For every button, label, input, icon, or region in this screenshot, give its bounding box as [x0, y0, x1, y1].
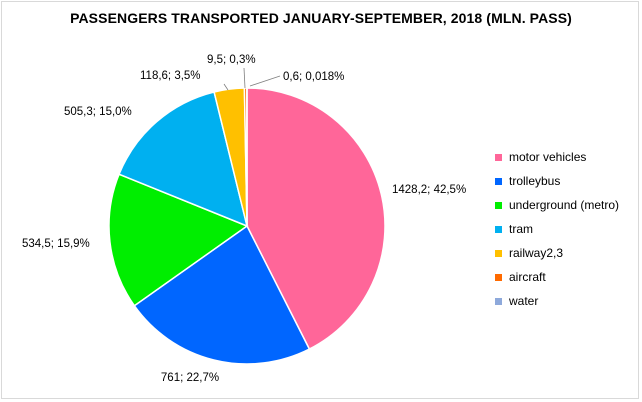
legend-swatch — [495, 273, 502, 281]
chart-legend: motor vehicles trolleybus underground (met… — [495, 145, 619, 313]
leader-lines — [223, 67, 281, 91]
legend-label: tram — [509, 222, 533, 236]
legend-item: aircraft — [495, 265, 619, 289]
legend-item: motor vehicles — [495, 145, 619, 169]
data-label: 534,5; 15,9% — [22, 238, 90, 250]
data-label: 9,5; 0,3% — [207, 54, 256, 66]
legend-label: trolleybus — [509, 174, 561, 188]
legend-swatch — [495, 297, 502, 305]
legend-label: motor vehicles — [509, 150, 587, 164]
legend-label: aircraft — [509, 270, 546, 284]
pie-slice-tram — [118, 91, 249, 228]
pie-slice-trolleybus — [133, 224, 311, 365]
legend-swatch — [495, 153, 502, 161]
data-label: 0,6; 0,018% — [283, 71, 344, 83]
chart-title: PASSENGERS TRANSPORTED JANUARY-SEPTEMBER… — [70, 10, 572, 26]
data-label: 761; 22,7% — [161, 372, 219, 384]
legend-item: railway2,3 — [495, 241, 619, 265]
legend-label: railway2,3 — [509, 246, 564, 260]
legend-swatch — [495, 249, 502, 257]
pie-slice-motor-vehicles — [246, 87, 386, 351]
legend-swatch — [495, 225, 502, 233]
leader-line — [243, 67, 246, 89]
legend-label: water — [509, 294, 539, 308]
legend-label: underground (metro) — [509, 198, 620, 212]
data-label: 1428,2; 42,5% — [392, 184, 466, 196]
legend-swatch — [495, 177, 502, 185]
leader-line — [249, 75, 281, 87]
legend-item: tram — [495, 217, 619, 241]
data-label: 505,3; 15,0% — [64, 106, 132, 118]
legend-swatch — [495, 201, 502, 209]
pie-slice-underground-metro — [108, 173, 249, 307]
legend-item: underground (metro) — [495, 193, 619, 217]
leader-line — [223, 83, 229, 91]
data-label: 118,6; 3,5% — [140, 70, 201, 82]
legend-item: trolleybus — [495, 169, 619, 193]
pie-slices — [108, 87, 386, 365]
data-labels: 1428,2; 42,5% 761; 22,7% 534,5; 15,9% 505,3… — [22, 54, 466, 384]
legend-item: water — [495, 289, 619, 313]
